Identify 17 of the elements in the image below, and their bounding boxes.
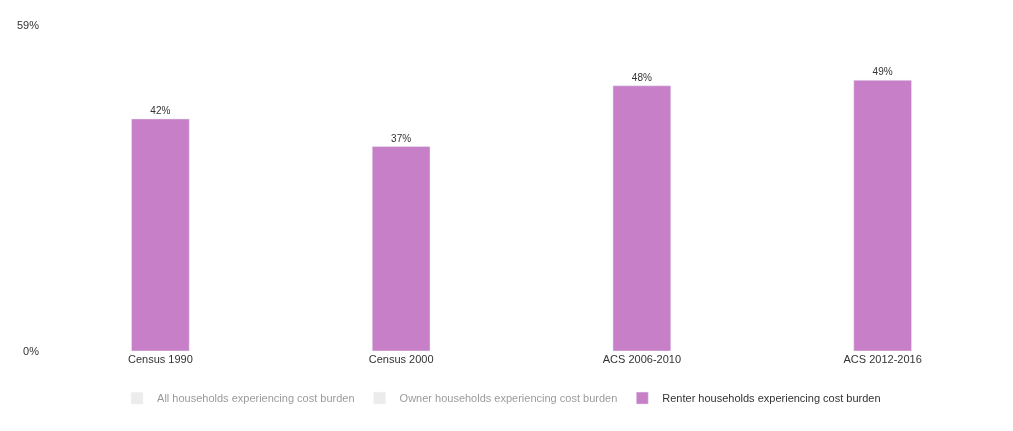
y-tick-label: 0% xyxy=(23,344,40,357)
data-label: 42% xyxy=(150,104,171,116)
data-label: 48% xyxy=(631,71,652,83)
bar xyxy=(612,85,672,351)
bar xyxy=(371,146,431,351)
data-label: 49% xyxy=(872,66,893,78)
legend-label: Owner households experiencing cost burden xyxy=(399,392,618,405)
x-tick-label: Census 1990 xyxy=(127,353,193,365)
x-tick-label: ACS 2006-2010 xyxy=(602,353,682,365)
legend-label: Renter households experiencing cost burden xyxy=(662,392,881,405)
bar xyxy=(853,80,912,351)
legend-label: All households experiencing cost burden xyxy=(157,392,355,405)
bar xyxy=(131,118,190,351)
data-label: 37% xyxy=(391,132,412,144)
y-tick-label: 59% xyxy=(16,18,40,31)
x-tick-label: ACS 2012-2016 xyxy=(843,353,922,365)
x-tick-label: Census 2000 xyxy=(368,353,434,365)
